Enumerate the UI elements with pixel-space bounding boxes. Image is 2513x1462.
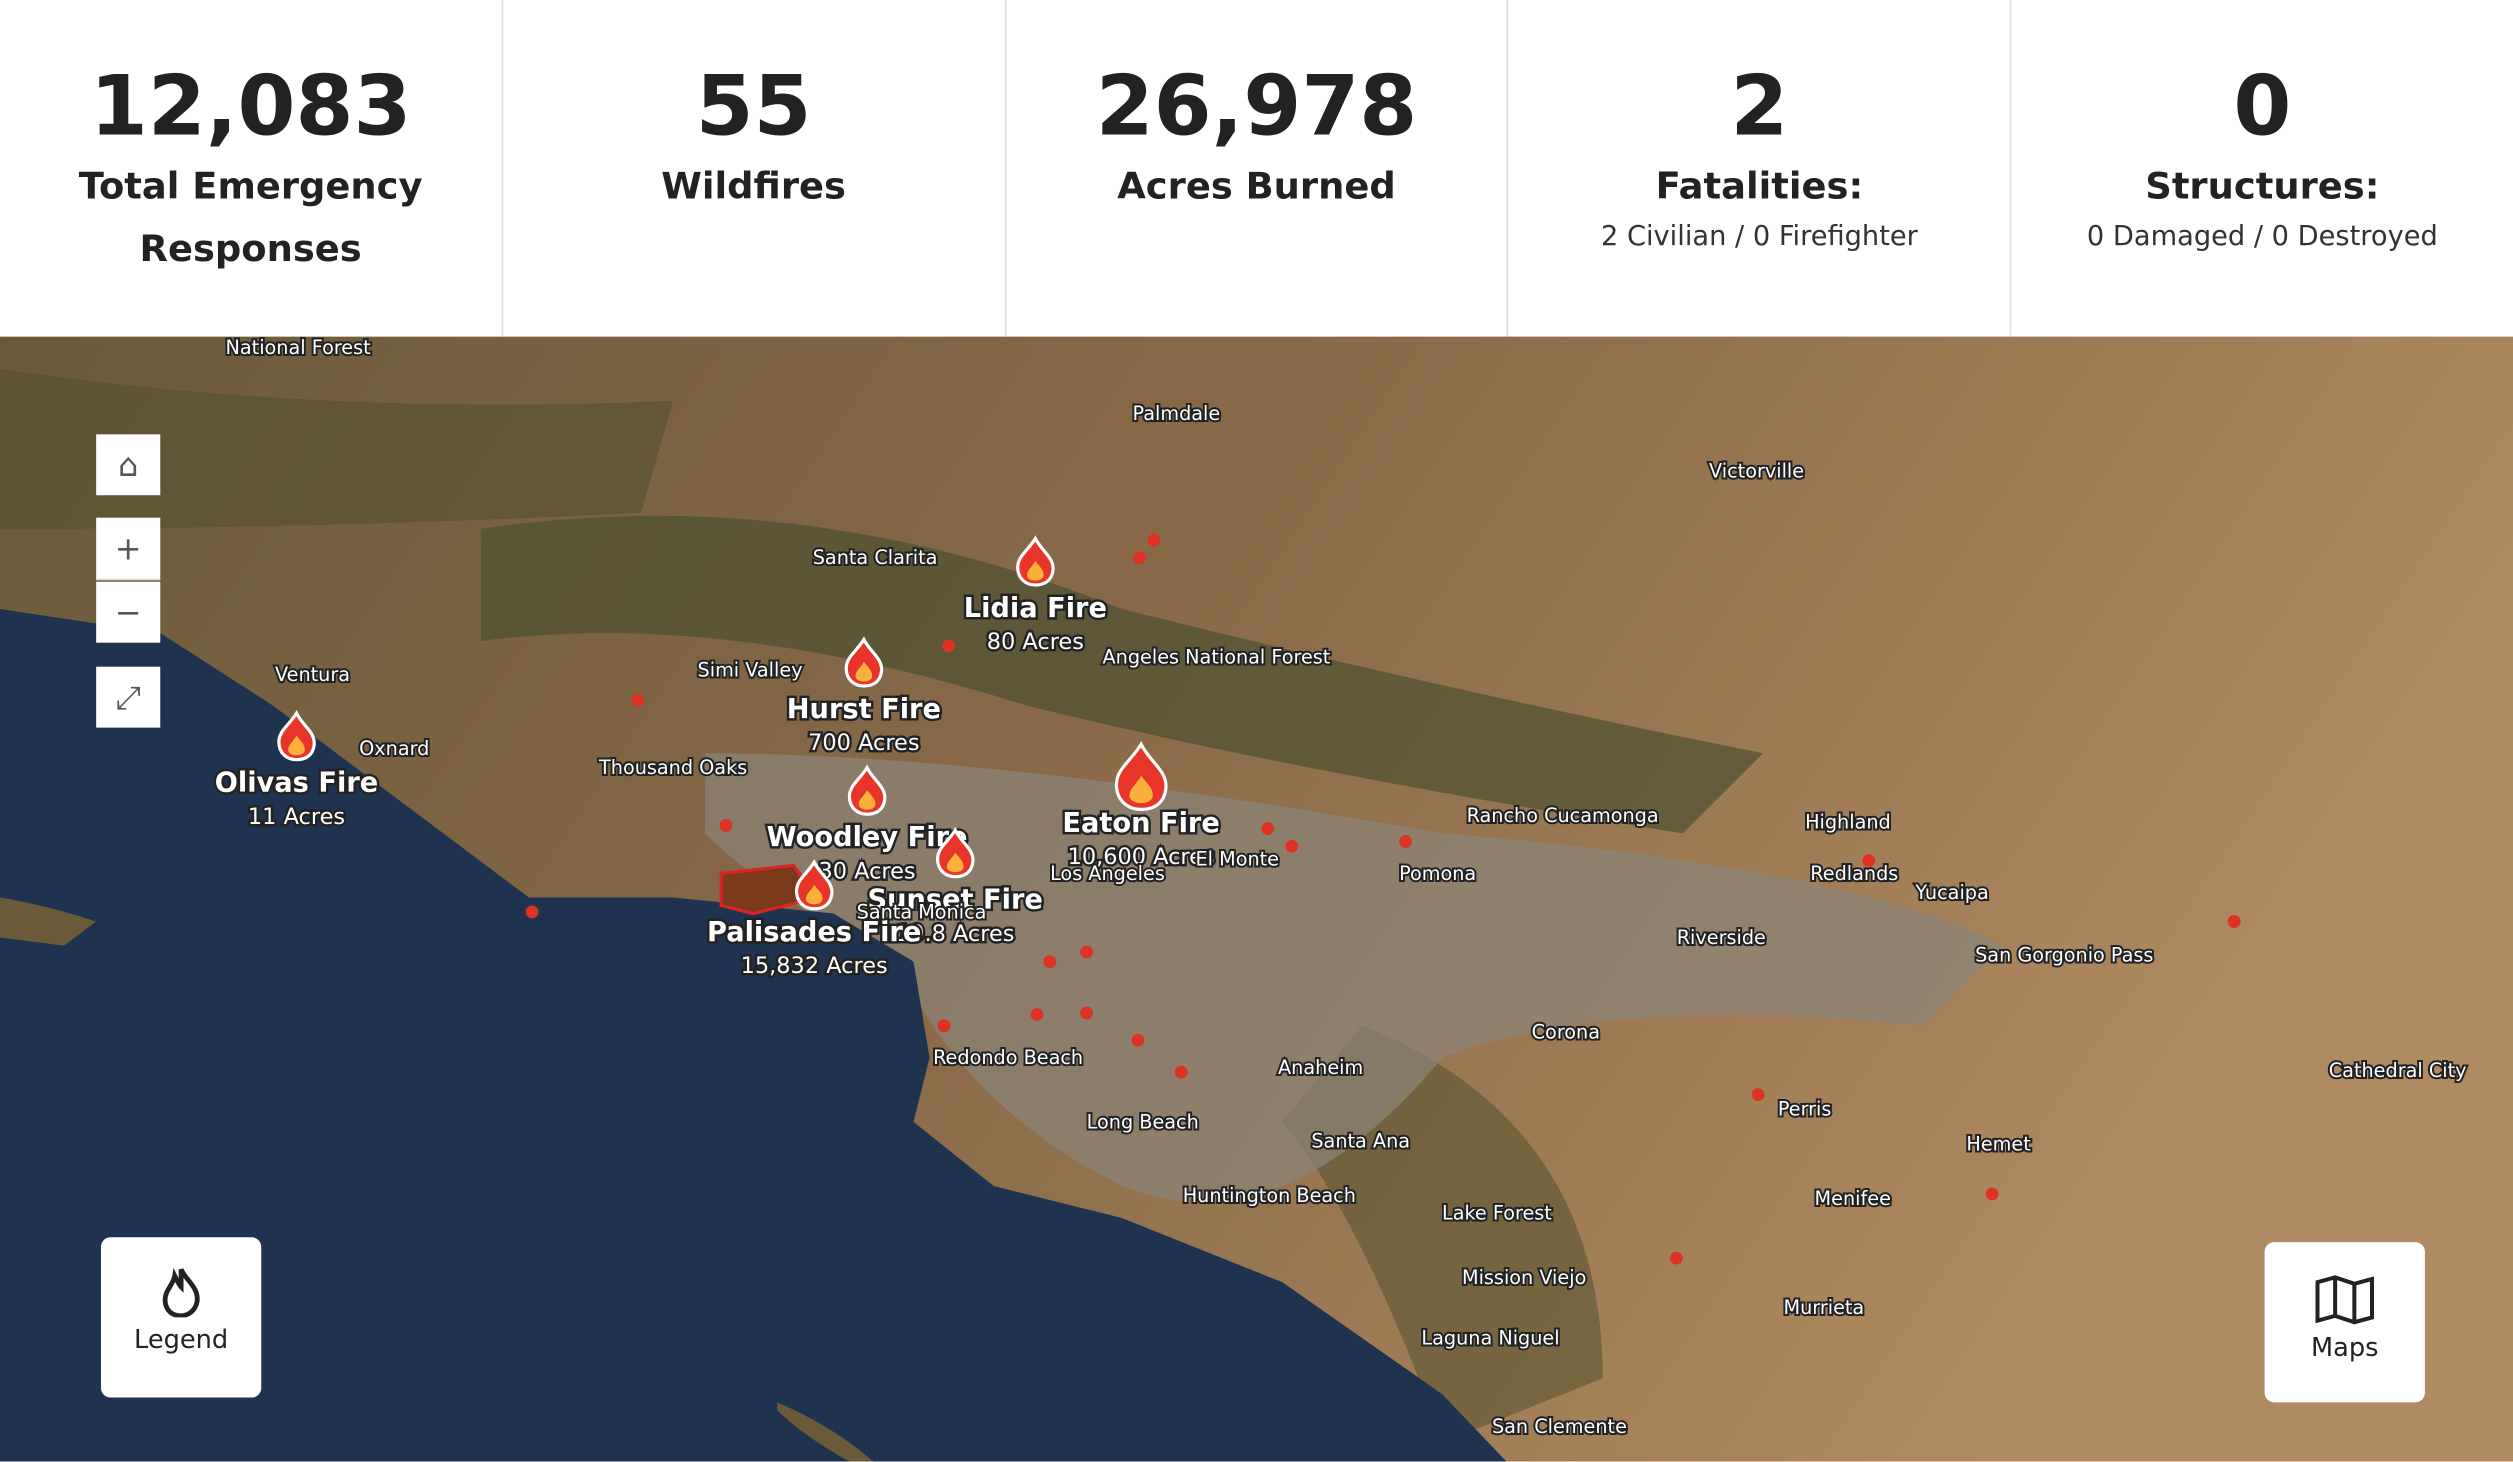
- place-label: Redondo Beach: [933, 1046, 1083, 1069]
- stat-detail: 2 Civilian / 0 Firefighter: [1600, 221, 1918, 254]
- place-label: Los Angeles: [1050, 862, 1165, 885]
- stat-card: 0 Structures: 0 Damaged / 0 Destroyed: [2012, 0, 2513, 337]
- stat-value: 2: [1730, 59, 1789, 156]
- stat-detail: 0 Damaged / 0 Destroyed: [2086, 221, 2438, 254]
- stat-label: Structures:: [2145, 166, 2380, 209]
- place-label: Huntington Beach: [1183, 1184, 1356, 1207]
- place-label: Oxnard: [359, 737, 429, 760]
- place-label: Menifee: [1815, 1187, 1891, 1210]
- place-label: Simi Valley: [698, 658, 803, 681]
- legend-label: Legend: [134, 1323, 229, 1355]
- place-label: Ventura: [275, 663, 350, 686]
- place-label: El Monte: [1196, 847, 1279, 870]
- place-label: Santa Ana: [1311, 1130, 1410, 1153]
- place-label: National Forest: [226, 337, 372, 360]
- legend-button[interactable]: Legend: [100, 1237, 262, 1398]
- stat-card: 2 Fatalities: 2 Civilian / 0 Firefighter: [1509, 0, 2012, 337]
- stat-value: 55: [695, 59, 812, 156]
- stat-label: Wildfires: [661, 166, 846, 209]
- place-label: Pomona: [1399, 862, 1476, 885]
- fire-name: Lidia Fire: [964, 593, 1107, 624]
- maps-button[interactable]: Maps: [2264, 1242, 2425, 1403]
- legend-icon: [162, 1268, 200, 1319]
- stat-value: 0: [2233, 59, 2292, 156]
- maps-label: Maps: [2310, 1331, 2379, 1363]
- fire-acres: 10,600 Acres: [1068, 844, 1215, 870]
- place-label: San Gorgonio Pass: [1975, 944, 2153, 967]
- place-label: Lake Forest: [1442, 1202, 1552, 1225]
- home-button[interactable]: ⌂: [96, 434, 161, 496]
- fire-acres: 80 Acres: [987, 629, 1084, 655]
- place-label: Perris: [1778, 1097, 1832, 1120]
- fire-acres: 15,832 Acres: [741, 953, 888, 979]
- place-label: Highland: [1805, 811, 1891, 834]
- fire-acres: 11 Acres: [248, 804, 345, 830]
- zoom-in[interactable]: +: [96, 517, 161, 581]
- place-label: Angeles National Forest: [1103, 646, 1331, 669]
- place-label: Santa Monica: [857, 900, 987, 923]
- maps-icon: [2315, 1275, 2374, 1325]
- place-label: Riverside: [1677, 926, 1766, 949]
- stats-bar: 12,083 Total Emergency Responses 55 Wildfir…: [0, 0, 2513, 339]
- fire-name: Eaton Fire: [1062, 808, 1219, 839]
- place-label: Redlands: [1810, 862, 1898, 885]
- place-label: Palmdale: [1133, 402, 1221, 425]
- place-label: San Clemente: [1492, 1415, 1627, 1438]
- place-label: Murrieta: [1784, 1296, 1865, 1319]
- fire-core: [1027, 560, 1044, 581]
- fire-name: Woodley Fire: [767, 822, 968, 853]
- place-label: Victorville: [1709, 460, 1804, 483]
- stat-card: 12,083 Total Emergency Responses: [0, 0, 503, 337]
- place-label: Mission Viejo: [1462, 1266, 1586, 1289]
- fullscreen-button[interactable]: ⤢: [96, 666, 161, 728]
- incident-dots: [525, 533, 2241, 1265]
- stat-card: 55 Wildfires: [503, 0, 1006, 337]
- fire-core: [805, 884, 823, 905]
- map: Lidia Fire 80 Acres Hurst Fire 700 Acres Oli…: [0, 334, 2513, 1462]
- fire-core: [858, 790, 876, 810]
- place-label: Rancho Cucamonga: [1467, 804, 1659, 827]
- fire-acres: 19.8 Acres: [896, 921, 1015, 947]
- fire-name: Olivas Fire: [215, 768, 379, 799]
- fire-acres: 30 Acres: [818, 858, 915, 884]
- place-label: Yucaipa: [1914, 881, 1988, 904]
- fire-core: [855, 661, 873, 682]
- place-label: Hemet: [1966, 1133, 2031, 1156]
- fire-name: Hurst Fire: [787, 694, 941, 725]
- place-label: Thousand Oaks: [598, 756, 747, 779]
- place-label: Anaheim: [1278, 1056, 1363, 1079]
- fire-name: Palisades Fire: [707, 917, 921, 948]
- fire-acres: 700 Acres: [808, 730, 919, 756]
- stat-label: Total Emergency Responses: [78, 166, 423, 271]
- place-label: Laguna Niguel: [1421, 1327, 1559, 1350]
- place-label: Corona: [1532, 1021, 1600, 1044]
- stat-value: 12,083: [89, 59, 412, 156]
- stat-card: 26,978 Acres Burned: [1006, 0, 1509, 337]
- zoom-out[interactable]: −: [96, 581, 161, 643]
- place-label: Cathedral City: [2329, 1059, 2467, 1082]
- stat-value: 26,978: [1095, 59, 1418, 156]
- place-label: Santa Clarita: [813, 546, 938, 569]
- stat-label: Fatalities:: [1655, 166, 1864, 209]
- place-label: Long Beach: [1087, 1110, 1199, 1133]
- map-canvas: Lidia Fire 80 Acres Hurst Fire 700 Acres Oli…: [0, 334, 2513, 1462]
- fire-core: [288, 735, 305, 756]
- fire-name: Sunset Fire: [867, 885, 1042, 916]
- stat-label: Acres Burned: [1117, 166, 1396, 209]
- fire-core: [1129, 775, 1153, 804]
- fire-core: [946, 852, 964, 873]
